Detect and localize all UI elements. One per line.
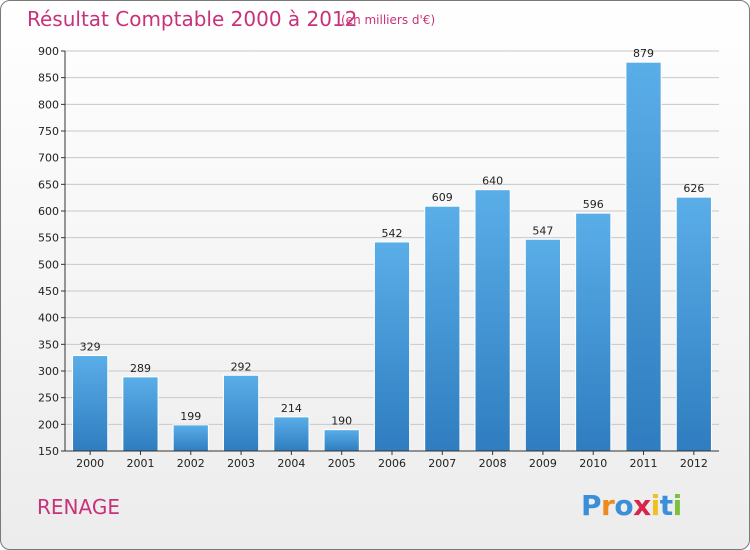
x-tick-label-2002: 2002 xyxy=(177,457,205,470)
labels: 150 200 250 300 350 400 450 500 550 600 650 700 750 8… xyxy=(38,45,708,470)
bar-2006 xyxy=(373,241,411,452)
logo-letter: t xyxy=(659,489,673,522)
bar-2007 xyxy=(424,205,461,452)
x-tick-label-2006: 2006 xyxy=(378,457,406,470)
y-tick-label: 500 xyxy=(38,258,59,271)
data-label-2009: 547 xyxy=(532,224,553,237)
x-tick-label-2001: 2001 xyxy=(126,457,154,470)
data-label-2008: 640 xyxy=(482,175,503,188)
x-tick-label-2004: 2004 xyxy=(277,457,305,470)
axes xyxy=(61,50,719,455)
x-tick-label-2003: 2003 xyxy=(227,457,255,470)
y-tick-label: 400 xyxy=(38,312,59,325)
y-tick-label: 700 xyxy=(38,152,59,165)
data-label-2003: 292 xyxy=(231,360,252,373)
data-label-2001: 289 xyxy=(130,362,151,375)
bar-2011 xyxy=(625,61,662,452)
bar-2010 xyxy=(575,212,612,452)
y-tick-label: 300 xyxy=(38,365,59,378)
data-label-2004: 214 xyxy=(281,402,302,415)
x-tick-label-2008: 2008 xyxy=(479,457,507,470)
data-label-2007: 609 xyxy=(432,191,453,204)
x-tick-label-2000: 2000 xyxy=(76,457,104,470)
x-tick-label-2010: 2010 xyxy=(579,457,607,470)
y-tick-label: 550 xyxy=(38,232,59,245)
logo-letter: x xyxy=(633,489,651,522)
y-tick-label: 900 xyxy=(38,45,59,58)
data-label-2005: 190 xyxy=(331,415,352,428)
x-tick-label-2009: 2009 xyxy=(529,457,557,470)
logo-letter: i xyxy=(672,489,683,522)
x-tick-label-2012: 2012 xyxy=(680,457,708,470)
bar-2000 xyxy=(72,355,109,452)
y-tick-label: 250 xyxy=(38,392,59,405)
chart-subtitle: (en milliers d'€) xyxy=(341,13,436,27)
bar-2001 xyxy=(122,376,159,452)
bar-2002 xyxy=(172,424,209,452)
data-label-2012: 626 xyxy=(683,182,704,195)
y-tick-label: 150 xyxy=(38,445,59,458)
y-tick-label: 650 xyxy=(38,178,59,191)
y-tick-label: 800 xyxy=(38,98,59,111)
y-tick-label: 600 xyxy=(38,205,59,218)
logo-letter: o xyxy=(614,489,634,522)
bars xyxy=(72,61,712,452)
data-label-2000: 329 xyxy=(80,341,101,354)
x-tick-label-2005: 2005 xyxy=(328,457,356,470)
proxiti-logo: Proxiti xyxy=(581,489,682,522)
y-tick-label: 750 xyxy=(38,125,59,138)
logo-letter: r xyxy=(601,489,615,522)
bar-2009 xyxy=(524,238,562,452)
data-label-2002: 199 xyxy=(180,410,201,423)
data-label-2010: 596 xyxy=(583,198,604,211)
logo-letter: i xyxy=(650,489,661,522)
data-label-2006: 542 xyxy=(382,227,403,240)
bar-2005 xyxy=(323,429,360,452)
chart-title: Résultat Comptable 2000 à 2012 xyxy=(27,7,358,31)
bar-2008 xyxy=(474,189,511,452)
commune-name: RENAGE xyxy=(37,495,120,519)
x-tick-label-2007: 2007 xyxy=(428,457,456,470)
bar-2003 xyxy=(222,374,260,452)
y-tick-label: 850 xyxy=(38,72,59,85)
x-tick-label-2011: 2011 xyxy=(630,457,658,470)
data-label-2011: 879 xyxy=(633,47,654,60)
y-tick-label: 350 xyxy=(38,338,59,351)
logo-letter: P xyxy=(581,489,602,522)
y-tick-label: 450 xyxy=(38,285,59,298)
y-tick-label: 200 xyxy=(38,418,59,431)
bar-2012 xyxy=(675,196,712,452)
bar-2004 xyxy=(273,416,310,452)
